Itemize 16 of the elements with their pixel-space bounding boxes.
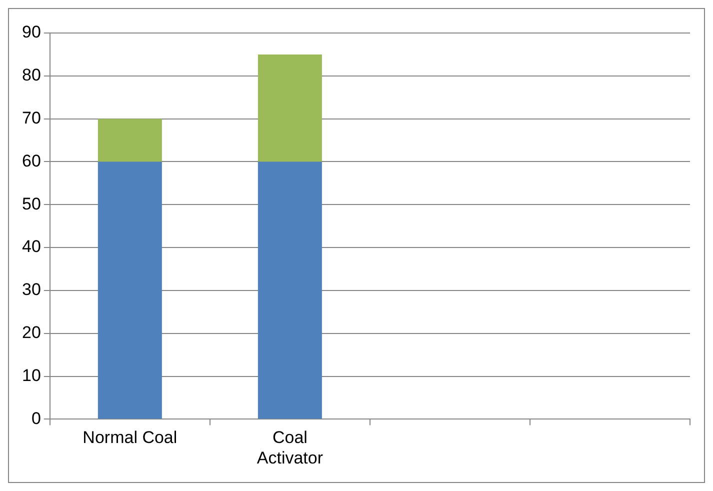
y-tick-label: 90 [22, 22, 41, 42]
y-tick-label: 70 [22, 108, 41, 128]
y-tick-label: 60 [22, 151, 41, 170]
x-tick-label: Normal Coal [82, 428, 178, 448]
x-tick-label: Coal Activator [256, 428, 324, 468]
bar [258, 162, 322, 419]
y-tick-label: 50 [22, 194, 41, 214]
y-tick-label: 0 [31, 408, 41, 428]
bar [98, 162, 162, 419]
y-tick-label: 30 [22, 280, 41, 300]
y-tick-label: 20 [22, 323, 41, 342]
y-tick-label: 10 [22, 366, 41, 385]
y-tick-label: 40 [22, 237, 41, 256]
bar [258, 54, 322, 162]
bar [98, 118, 162, 162]
y-tick-label: 80 [22, 66, 41, 85]
